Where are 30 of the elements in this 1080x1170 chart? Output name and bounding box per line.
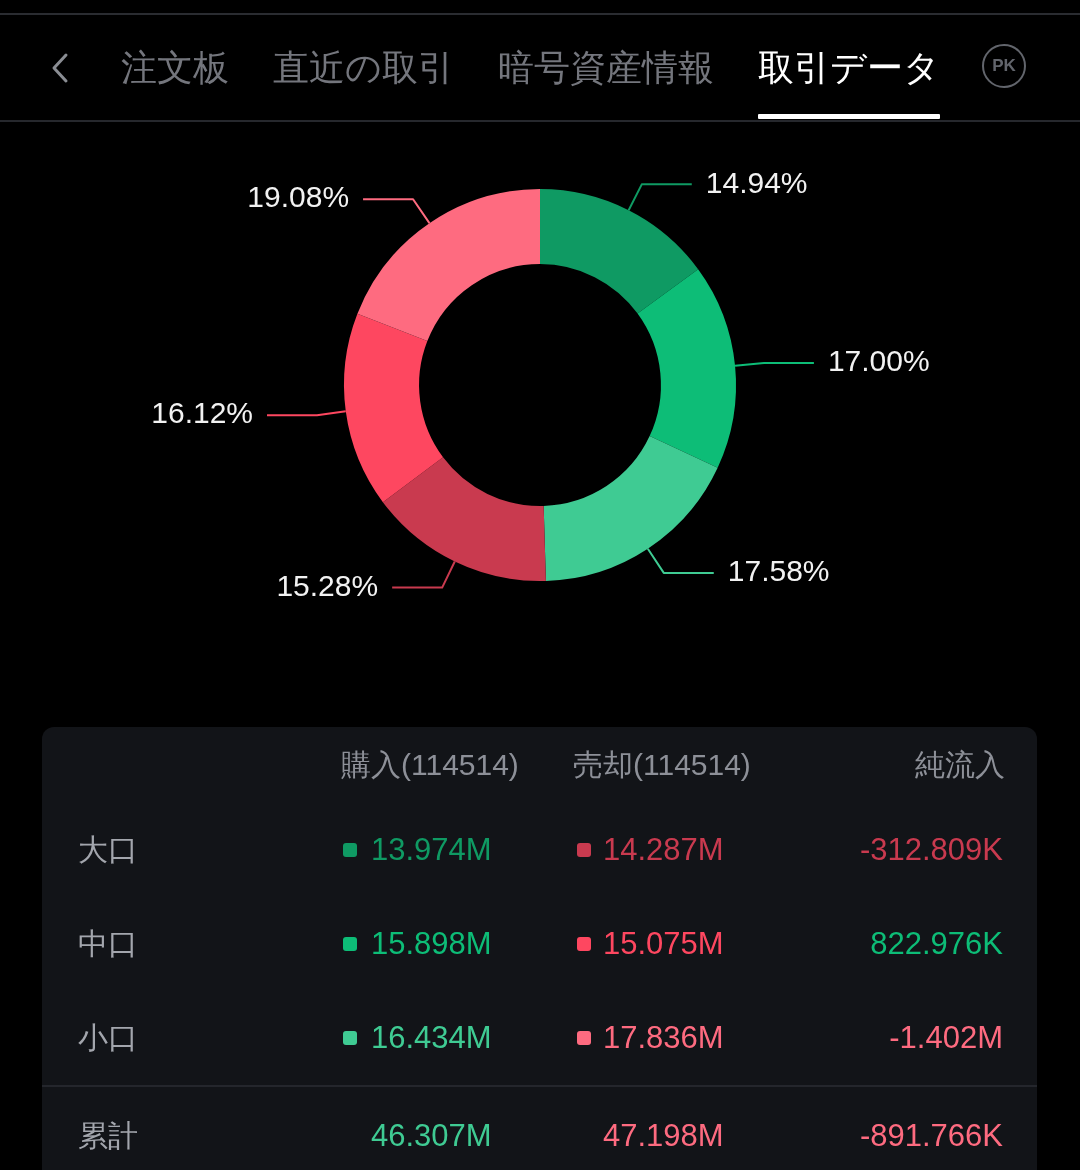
text: 暗号資産情報: [498, 46, 714, 90]
data-label: 17.00%: [827, 344, 930, 378]
data-label: 14.94%: [705, 165, 808, 199]
text: 純流入: [915, 747, 1005, 783]
data-label: 19.08%: [247, 180, 350, 214]
data-label: 47.198M: [603, 1117, 724, 1155]
data-label: 17.836M: [603, 1019, 724, 1057]
data-label: 15.28%: [276, 568, 379, 602]
text: 注文板: [121, 46, 229, 90]
data-label: 16.12%: [151, 396, 254, 430]
category-label: 中口: [78, 926, 138, 962]
data-label: 16.434M: [371, 1019, 492, 1057]
pk-badge-icon: PK: [982, 44, 1026, 88]
chart-title: 取引データ: [758, 46, 940, 90]
category-label: 累計: [78, 1118, 138, 1154]
data-label: -312.809K: [859, 831, 1003, 869]
data-label: -1.402M: [889, 1019, 1003, 1057]
data-label: 15.898M: [371, 925, 492, 963]
category-label: 大口: [78, 832, 138, 868]
text: 売却(114514): [573, 747, 751, 783]
data-label: 13.974M: [371, 831, 492, 869]
text: 直近の取引: [273, 46, 454, 90]
data-label: -891.766K: [859, 1117, 1003, 1155]
data-label: 15.075M: [603, 925, 724, 963]
category-label: 小口: [78, 1020, 138, 1056]
data-label: 46.307M: [371, 1117, 492, 1155]
data-label: 822.976K: [870, 925, 1003, 963]
data-label: 14.287M: [603, 831, 724, 869]
data-label: 17.58%: [727, 554, 830, 588]
series-label: 購入(114514): [341, 747, 519, 783]
